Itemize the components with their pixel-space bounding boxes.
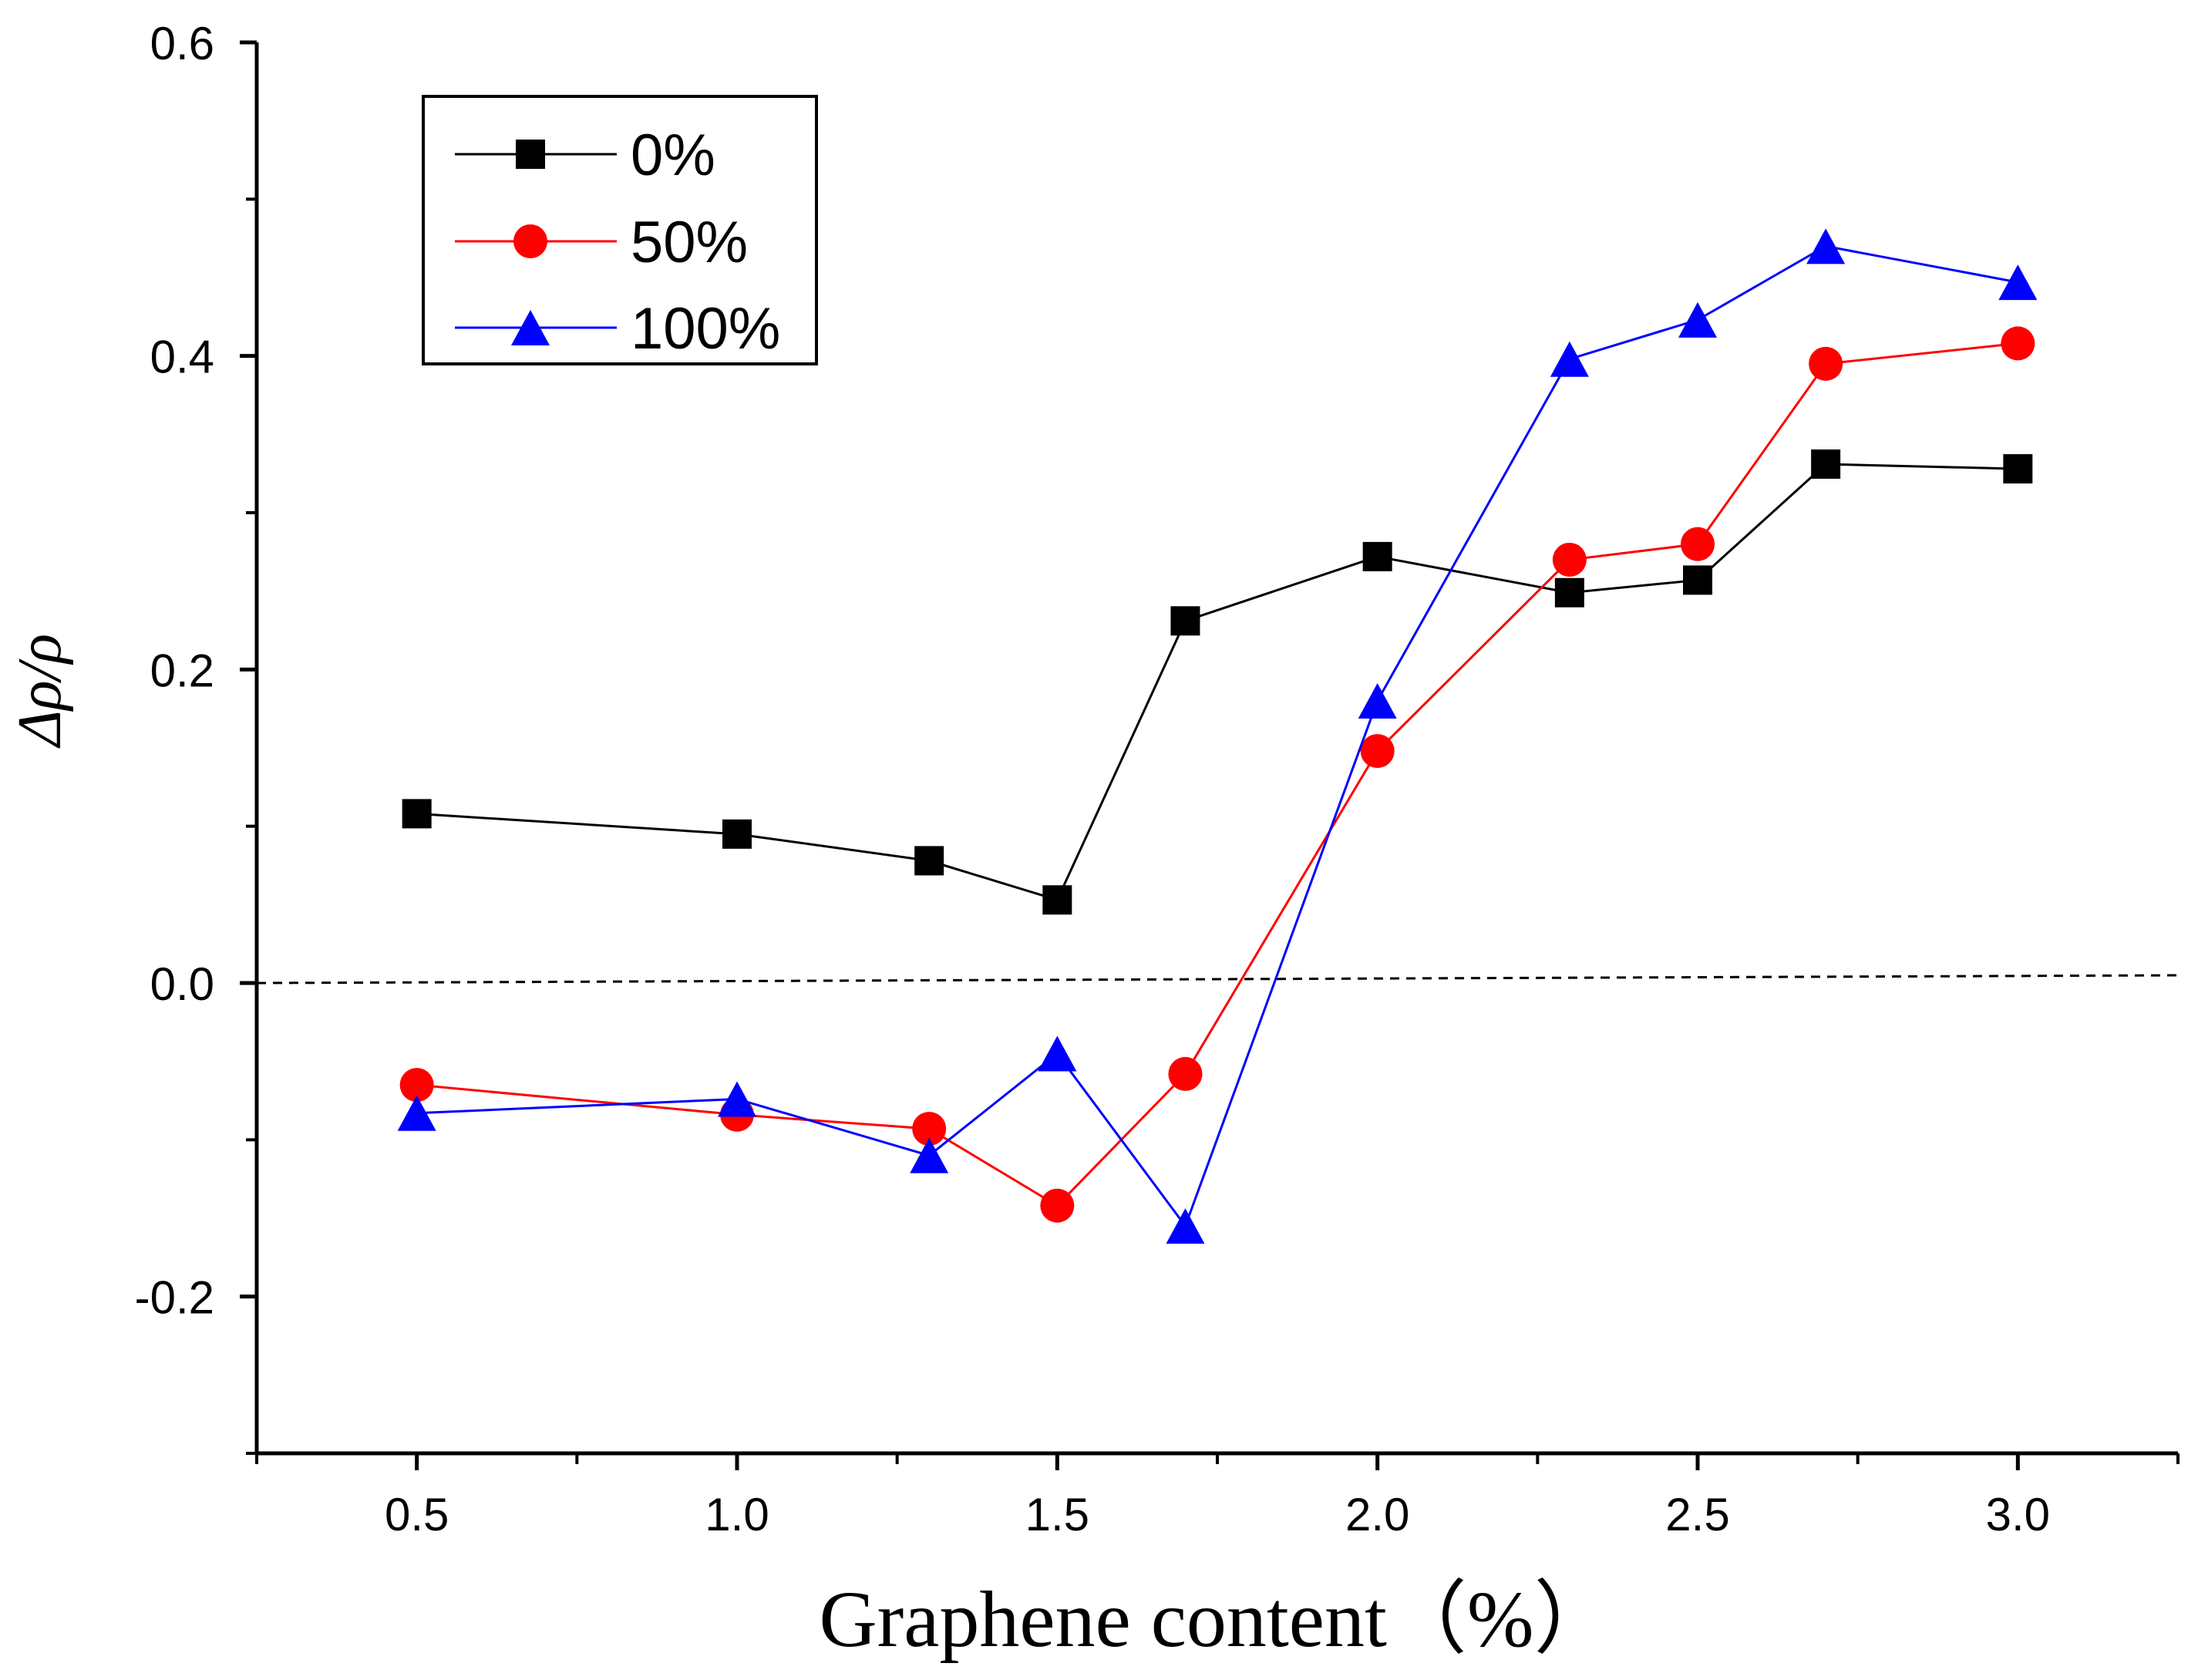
data-point — [2001, 326, 2035, 361]
data-point — [1360, 734, 1395, 769]
data-point — [1998, 264, 2038, 301]
y-tick-label: 0.4 — [150, 332, 214, 383]
y-tick-label: -0.2 — [135, 1272, 214, 1324]
y-axis-label: Δρ/ρ — [6, 634, 74, 749]
series-line — [416, 244, 2018, 1229]
legend-marker — [513, 224, 547, 258]
data-point — [912, 1112, 947, 1146]
series-line — [416, 463, 2018, 902]
data-point — [402, 799, 432, 829]
series-line — [416, 342, 2018, 1207]
data-point — [1809, 346, 1843, 381]
data-point — [1683, 565, 1712, 595]
legend-marker — [516, 140, 545, 169]
data-point — [1554, 577, 1584, 608]
data-point — [1042, 885, 1072, 915]
data-point — [1168, 1056, 1203, 1091]
data-point — [1040, 1188, 1075, 1223]
data-point — [1806, 228, 1846, 264]
data-point — [1678, 301, 1717, 338]
data-point — [1038, 1035, 1077, 1072]
data-point — [1166, 1208, 1205, 1244]
y-tick-label: 0.2 — [150, 645, 214, 696]
series-layer — [397, 228, 2038, 1244]
x-tick-label: 2.5 — [1665, 1489, 1729, 1540]
zero-line-layer — [256, 974, 2179, 985]
legend-box — [422, 95, 818, 365]
data-point — [1811, 449, 1841, 479]
series-2 — [397, 228, 2038, 1244]
zero-reference-line — [256, 974, 2179, 985]
x-tick-label: 3.0 — [1986, 1489, 2050, 1540]
y-tick-label: 0.0 — [150, 958, 214, 1010]
data-point — [2003, 454, 2033, 484]
legend-item: 100% — [455, 296, 780, 362]
x-tick-label: 0.5 — [385, 1489, 449, 1540]
x-tick-label: 1.0 — [705, 1489, 769, 1540]
ticks: 0.5 1.0 1.5 2.0 2.5 3.0 -0.2 0.0 0.2 0.4 0.6 — [135, 18, 2179, 1540]
y-tick-label: 0.6 — [150, 18, 214, 69]
data-point — [722, 819, 752, 849]
x-axis-label: Graphene content（%） — [820, 1575, 1614, 1664]
data-point — [1681, 527, 1715, 561]
data-point — [399, 1068, 434, 1103]
series-0 — [402, 449, 2033, 915]
x-tick-label: 1.5 — [1025, 1489, 1089, 1540]
data-point — [910, 1137, 949, 1173]
data-point — [1552, 543, 1587, 577]
data-point — [1550, 341, 1589, 377]
series-1 — [399, 326, 2035, 1223]
legend-label: 50% — [631, 210, 748, 275]
legend-marker — [511, 310, 550, 345]
data-point — [718, 1081, 756, 1117]
legend-label: 100% — [631, 296, 780, 362]
data-point — [397, 1095, 436, 1131]
data-point — [1170, 606, 1200, 636]
data-point — [914, 846, 944, 876]
data-point — [1358, 683, 1397, 719]
legend: 0% 50% 100% — [422, 95, 818, 365]
legend-item: 50% — [455, 210, 748, 275]
legend-label: 0% — [631, 123, 715, 188]
legend-item: 0% — [455, 123, 715, 188]
data-point — [1362, 541, 1392, 571]
x-tick-label: 2.0 — [1345, 1489, 1409, 1540]
